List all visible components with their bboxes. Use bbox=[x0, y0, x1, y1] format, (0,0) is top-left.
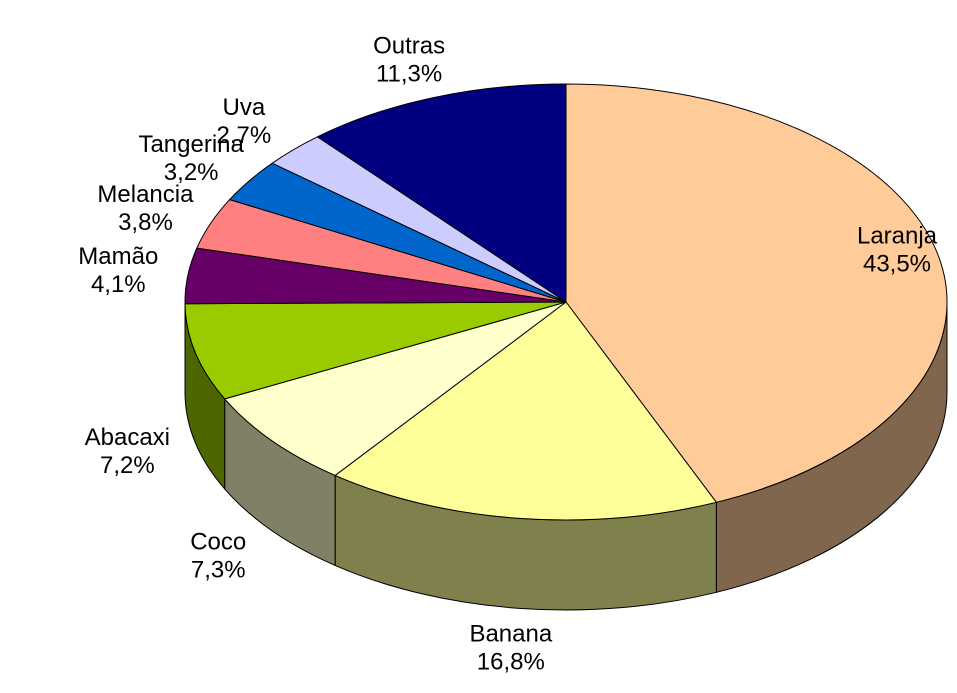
slice-label: Coco bbox=[190, 529, 246, 556]
slice-value-label: 3,2% bbox=[164, 159, 219, 186]
slice-value-label: 2,7% bbox=[217, 122, 272, 149]
slice-label: Uva bbox=[223, 94, 266, 121]
slice-value-label: 16,8% bbox=[477, 648, 545, 675]
slice-label: Abacaxi bbox=[85, 424, 170, 451]
slice-label: Outras bbox=[373, 32, 445, 59]
slice-value-label: 4,1% bbox=[91, 271, 146, 298]
slice-value-label: 7,3% bbox=[191, 557, 246, 584]
slice-value-label: 3,8% bbox=[118, 209, 173, 236]
slice-label: Laranja bbox=[857, 222, 938, 249]
slice-label: Mamão bbox=[78, 243, 158, 270]
slice-value-label: 43,5% bbox=[863, 250, 931, 277]
slice-label: Banana bbox=[469, 620, 552, 647]
slice-value-label: 7,2% bbox=[100, 452, 155, 479]
slice-value-label: 11,3% bbox=[376, 60, 442, 87]
